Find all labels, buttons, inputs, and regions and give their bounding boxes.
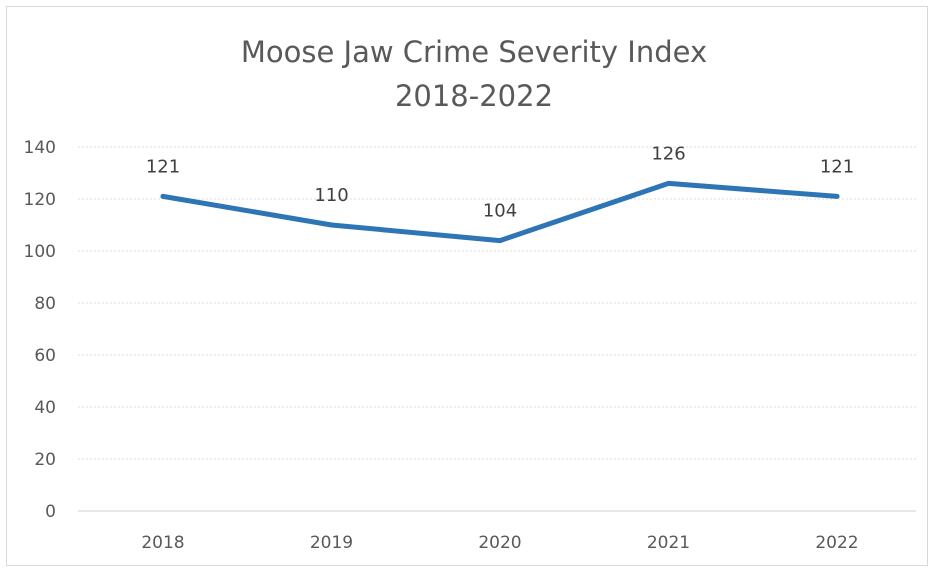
x-tick-label: 2022	[815, 533, 858, 553]
data-series	[160, 180, 840, 244]
data-point-2020	[497, 238, 503, 244]
y-tick-label: 120	[24, 190, 56, 210]
y-tick-label: 140	[24, 138, 56, 158]
gridlines	[78, 146, 916, 512]
y-tick-label: 80	[34, 294, 56, 314]
y-tick-label: 100	[24, 242, 56, 262]
chart-title-line-1: Moose Jaw Crime Severity Index	[241, 35, 707, 69]
data-labels: 121 110 104 126 121	[146, 143, 854, 221]
y-tick-label: 20	[34, 450, 56, 470]
x-tick-label: 2019	[310, 533, 353, 553]
x-tick-label: 2018	[141, 533, 184, 553]
data-label-2020: 104	[483, 201, 517, 222]
y-tick-label: 60	[34, 346, 56, 366]
x-axis-tick-labels: 2018 2019 2020 2021 2022	[141, 533, 858, 553]
data-point-2021	[666, 180, 671, 186]
data-label-2021: 126	[651, 143, 685, 164]
data-label-2018: 121	[146, 156, 180, 177]
data-label-2019: 110	[314, 185, 348, 206]
chart-title-line-2: 2018-2022	[395, 79, 553, 113]
x-tick-label: 2021	[647, 533, 690, 553]
chart-frame	[6, 6, 928, 566]
data-point-2019	[329, 222, 334, 228]
y-axis-tick-labels: 0 20 40 60 80 100 120 140	[24, 138, 56, 522]
data-label-2022: 121	[820, 156, 854, 177]
data-point-2018	[160, 193, 166, 199]
x-tick-label: 2020	[478, 533, 521, 553]
y-tick-label: 0	[45, 502, 56, 522]
y-tick-label: 40	[34, 398, 56, 418]
chart-title: Moose Jaw Crime Severity Index 2018-2022	[241, 35, 707, 113]
data-point-2022	[834, 193, 840, 199]
